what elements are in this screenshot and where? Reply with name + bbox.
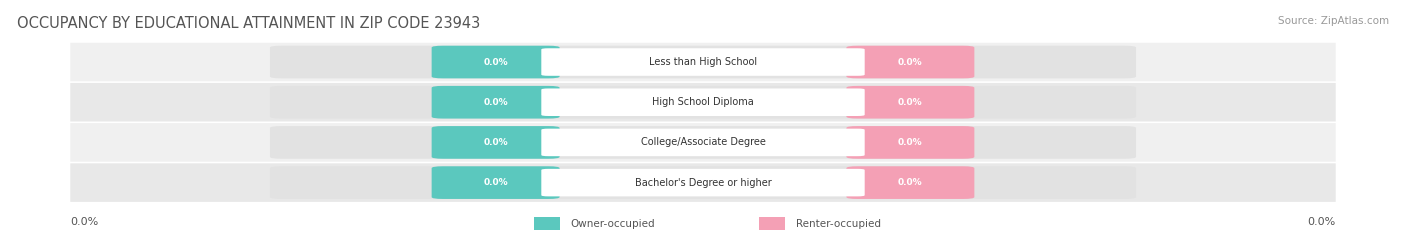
Text: High School Diploma: High School Diploma	[652, 97, 754, 107]
Text: 0.0%: 0.0%	[898, 178, 922, 187]
FancyBboxPatch shape	[70, 83, 1336, 122]
FancyBboxPatch shape	[270, 166, 1136, 199]
Text: 0.0%: 0.0%	[484, 138, 508, 147]
FancyBboxPatch shape	[846, 86, 974, 119]
Text: 0.0%: 0.0%	[898, 138, 922, 147]
Text: 0.0%: 0.0%	[898, 98, 922, 107]
FancyBboxPatch shape	[541, 169, 865, 196]
FancyBboxPatch shape	[846, 46, 974, 78]
FancyBboxPatch shape	[70, 123, 1336, 162]
FancyBboxPatch shape	[70, 163, 1336, 202]
FancyBboxPatch shape	[541, 89, 865, 116]
FancyBboxPatch shape	[432, 126, 560, 159]
Text: Source: ZipAtlas.com: Source: ZipAtlas.com	[1278, 16, 1389, 26]
FancyBboxPatch shape	[270, 86, 1136, 119]
Text: 0.0%: 0.0%	[70, 217, 98, 227]
FancyBboxPatch shape	[270, 126, 1136, 159]
FancyBboxPatch shape	[70, 43, 1336, 81]
FancyBboxPatch shape	[432, 86, 560, 119]
FancyBboxPatch shape	[270, 46, 1136, 78]
Text: OCCUPANCY BY EDUCATIONAL ATTAINMENT IN ZIP CODE 23943: OCCUPANCY BY EDUCATIONAL ATTAINMENT IN Z…	[17, 16, 479, 31]
Text: Bachelor's Degree or higher: Bachelor's Degree or higher	[634, 178, 772, 188]
Text: Less than High School: Less than High School	[650, 57, 756, 67]
Text: 0.0%: 0.0%	[1308, 217, 1336, 227]
Text: 0.0%: 0.0%	[898, 58, 922, 67]
FancyBboxPatch shape	[432, 46, 560, 78]
Text: 0.0%: 0.0%	[484, 98, 508, 107]
FancyBboxPatch shape	[541, 129, 865, 156]
FancyBboxPatch shape	[846, 166, 974, 199]
Text: Owner-occupied: Owner-occupied	[571, 219, 655, 229]
Text: Renter-occupied: Renter-occupied	[796, 219, 880, 229]
Text: 0.0%: 0.0%	[484, 178, 508, 187]
FancyBboxPatch shape	[432, 166, 560, 199]
FancyBboxPatch shape	[534, 217, 560, 230]
FancyBboxPatch shape	[541, 48, 865, 76]
FancyBboxPatch shape	[759, 217, 785, 230]
FancyBboxPatch shape	[846, 126, 974, 159]
Text: 0.0%: 0.0%	[484, 58, 508, 67]
Text: College/Associate Degree: College/Associate Degree	[641, 137, 765, 147]
